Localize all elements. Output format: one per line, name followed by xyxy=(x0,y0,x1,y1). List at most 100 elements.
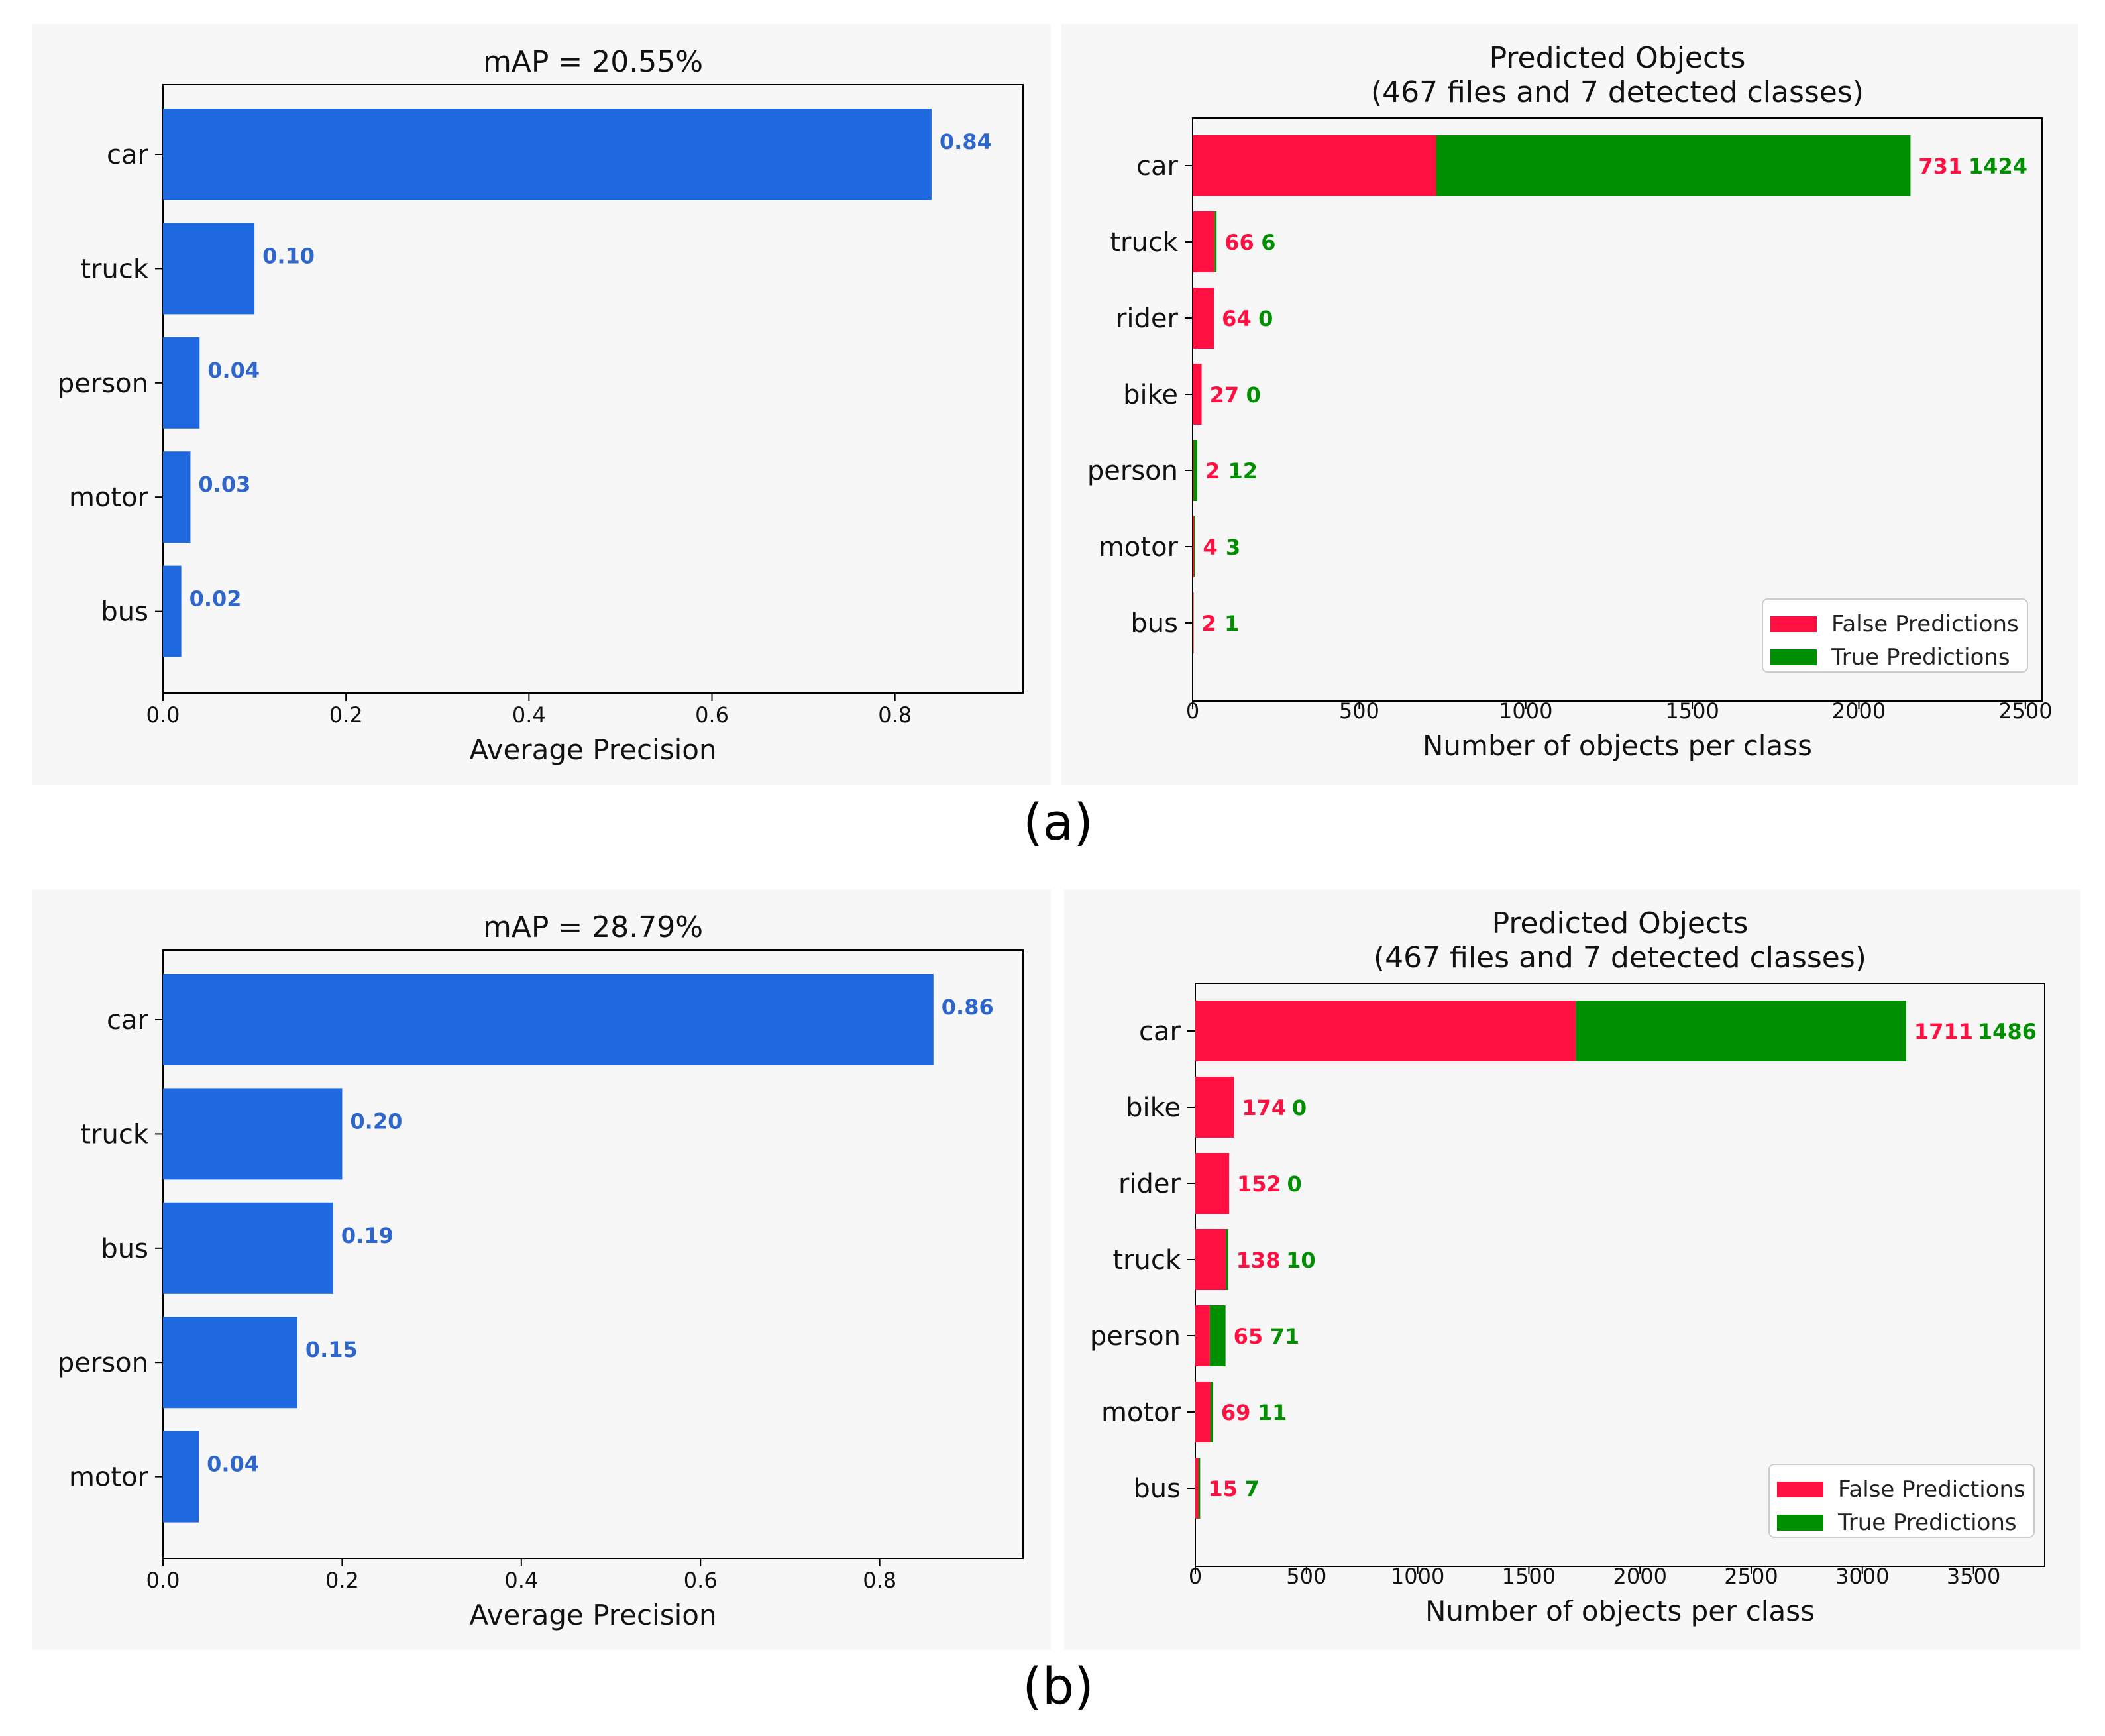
legend-label-true: True Predictions xyxy=(1831,644,2010,671)
y-tick-label: truck xyxy=(1110,227,1178,258)
y-tick-label: person xyxy=(58,1348,148,1378)
bar-true-predictions xyxy=(1211,1382,1213,1442)
bar-true-predictions xyxy=(1214,211,1217,272)
y-tick-label: truck xyxy=(1112,1245,1181,1275)
chart-b-map: mAP = 28.79% 0.0 0.2 0.4 0.6 0.8 Average Preci… xyxy=(58,910,1024,1631)
bar-true-predictions xyxy=(1193,440,1198,501)
bar-false-predictions xyxy=(1195,1458,1199,1519)
chart-title-line: Predicted Objects xyxy=(1492,906,1749,940)
value-label: 0.10 xyxy=(262,243,315,268)
value-label-false: 27 xyxy=(1210,382,1240,407)
y-tick-label: motor xyxy=(1101,1397,1181,1428)
bar-average-precision xyxy=(163,451,191,543)
bar-average-precision xyxy=(163,223,255,315)
chart-title: mAP = 28.79% xyxy=(483,910,703,944)
value-label-true: 0 xyxy=(1292,1095,1307,1120)
value-label: 0.04 xyxy=(207,1452,259,1477)
y-tick-label: motor xyxy=(1099,532,1179,563)
bar-false-predictions xyxy=(1195,1382,1211,1442)
bar-false-predictions xyxy=(1195,1001,1576,1061)
bar-true-predictions xyxy=(1226,1229,1228,1290)
value-label-true: 1424 xyxy=(1969,154,2027,179)
value-label: 0.04 xyxy=(207,358,260,383)
legend-swatch-true xyxy=(1777,1515,1823,1531)
value-label-false: 2 xyxy=(1205,459,1220,484)
x-tick-label: 3000 xyxy=(1835,1564,1889,1589)
value-label-true: 10 xyxy=(1286,1248,1316,1273)
x-tick-label: 0 xyxy=(1186,698,1199,724)
bar-average-precision xyxy=(163,565,182,657)
x-tick-label: 0.8 xyxy=(878,702,912,728)
value-label-true: 0 xyxy=(1246,382,1261,407)
bar-false-predictions xyxy=(1193,211,1215,272)
y-tick-label: rider xyxy=(1116,303,1179,334)
value-label-false: 64 xyxy=(1222,306,1252,331)
y-tick-label: car xyxy=(107,140,149,170)
value-label-false: 15 xyxy=(1208,1476,1238,1501)
legend-label-false: False Predictions xyxy=(1831,611,2019,637)
value-label-false: 731 xyxy=(1918,154,1963,179)
y-tick-label: person xyxy=(1087,456,1178,486)
y-tick-label: car xyxy=(1139,1016,1181,1047)
bar-false-predictions xyxy=(1193,288,1214,349)
x-tick-label: 1000 xyxy=(1391,1564,1444,1589)
y-tick-label: bike xyxy=(1123,380,1178,410)
value-label-true: 0 xyxy=(1258,306,1273,331)
bar-true-predictions xyxy=(1194,516,1195,577)
y-tick-label: rider xyxy=(1118,1169,1181,1199)
x-tick-label: 3500 xyxy=(1947,1564,2000,1589)
y-tick-label: bus xyxy=(1133,1474,1181,1504)
y-tick-label: bus xyxy=(101,1234,148,1264)
value-label-false: 174 xyxy=(1242,1095,1286,1120)
chart-title-line: Predicted Objects xyxy=(1489,41,1746,75)
value-label-false: 4 xyxy=(1203,535,1218,560)
chart-a-predicted-objects: Predicted Objects(467 files and 7 detect… xyxy=(1087,41,2053,762)
x-tick-label: 0.4 xyxy=(512,702,546,728)
value-label: 0.02 xyxy=(189,586,242,612)
bar-true-predictions xyxy=(1576,1001,1906,1061)
x-tick-label: 0 xyxy=(1189,1564,1202,1589)
y-tick-label: motor xyxy=(69,1462,149,1493)
x-tick-label: 0.2 xyxy=(325,1568,359,1593)
value-label-false: 138 xyxy=(1236,1248,1281,1273)
bar-true-predictions xyxy=(1193,592,1194,653)
x-tick-label: 0.4 xyxy=(504,1568,538,1593)
bar-false-predictions xyxy=(1193,516,1195,577)
bar-average-precision xyxy=(163,337,200,429)
value-label: 0.20 xyxy=(350,1109,402,1134)
bar-false-predictions xyxy=(1195,1077,1234,1138)
legend-swatch-false xyxy=(1777,1482,1823,1497)
x-tick-label: 2000 xyxy=(1832,698,1886,724)
value-label-true: 11 xyxy=(1258,1400,1287,1425)
bar-average-precision xyxy=(163,1317,297,1409)
legend-box xyxy=(1768,1464,2035,1538)
y-tick-label: truck xyxy=(80,254,148,284)
bar-average-precision xyxy=(163,1202,333,1294)
caption-a: (a) xyxy=(1023,792,1093,851)
chart-title-line: (467 files and 7 detected classes) xyxy=(1374,941,1866,975)
value-label-true: 71 xyxy=(1270,1324,1300,1349)
y-tick-label: bus xyxy=(1130,608,1178,639)
legend-box xyxy=(1762,598,2028,673)
bar-false-predictions xyxy=(1193,364,1202,425)
y-tick-label: person xyxy=(1090,1321,1181,1352)
y-tick-label: car xyxy=(107,1005,149,1036)
bar-true-predictions xyxy=(1436,135,1911,196)
legend-label-false: False Predictions xyxy=(1838,1476,2025,1503)
x-axis-label: Average Precision xyxy=(469,1599,716,1631)
panel-a-map: mAP = 20.55% 0.0 0.2 0.4 0.6 0.8 Average Preci… xyxy=(32,24,1051,785)
value-label-false: 1711 xyxy=(1914,1019,1973,1044)
value-label: 0.84 xyxy=(940,129,992,154)
x-tick-label: 0.6 xyxy=(695,702,729,728)
y-tick-label: truck xyxy=(80,1119,148,1150)
value-label-true: 1486 xyxy=(1978,1019,2037,1044)
y-tick-label: car xyxy=(1136,151,1179,182)
value-label: 0.15 xyxy=(305,1337,358,1362)
bar-average-precision xyxy=(163,974,934,1065)
x-axis-label: Average Precision xyxy=(469,733,716,766)
x-tick-label: 2500 xyxy=(1998,698,2052,724)
caption-b: (b) xyxy=(1022,1656,1094,1715)
legend-swatch-false xyxy=(1770,616,1817,632)
value-label-false: 152 xyxy=(1237,1171,1281,1197)
x-tick-label: 0.6 xyxy=(684,1568,718,1593)
